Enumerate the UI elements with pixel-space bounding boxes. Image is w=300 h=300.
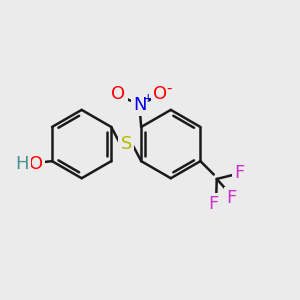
- Text: F: F: [209, 195, 219, 213]
- Text: N: N: [133, 96, 146, 114]
- Text: H: H: [16, 155, 29, 173]
- Text: +: +: [143, 92, 153, 105]
- Text: O: O: [28, 155, 43, 173]
- Text: S: S: [121, 135, 132, 153]
- Text: O: O: [111, 85, 125, 103]
- Text: F: F: [226, 189, 237, 207]
- Text: O: O: [153, 85, 167, 103]
- Text: -: -: [167, 81, 172, 96]
- Text: F: F: [234, 164, 244, 182]
